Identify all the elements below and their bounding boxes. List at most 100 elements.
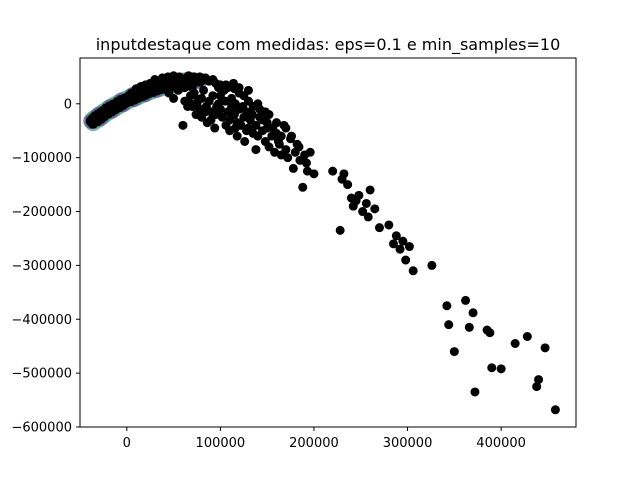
noise-point xyxy=(240,136,250,146)
noise-point xyxy=(210,123,220,133)
noise-point xyxy=(398,236,408,246)
noise-point xyxy=(496,364,506,374)
y-tick-label: −600000 xyxy=(11,421,72,436)
noise-point xyxy=(534,375,544,385)
noise-point xyxy=(389,239,399,249)
noise-point xyxy=(174,72,184,82)
noise-point xyxy=(408,266,418,276)
noise-point xyxy=(281,145,291,155)
y-axis: 0 −100000 −200000 −300000 −400000 −500000 −600… xyxy=(11,97,80,436)
noise-point xyxy=(260,107,270,117)
noise-point xyxy=(251,120,261,130)
x-tick-label: 0 xyxy=(123,436,131,451)
noise-point xyxy=(234,83,244,93)
x-tick-label: 400000 xyxy=(476,436,526,451)
y-tick-label: −200000 xyxy=(11,205,72,220)
noise-point xyxy=(449,347,459,357)
noise-point xyxy=(532,382,542,392)
x-tick-label: 200000 xyxy=(289,436,339,451)
noise-point xyxy=(444,320,454,330)
noise-point xyxy=(522,332,532,342)
noise-point xyxy=(328,166,338,176)
noise-point xyxy=(287,131,297,141)
noise-point xyxy=(461,295,471,305)
noise-point xyxy=(550,405,560,415)
noise-point xyxy=(193,94,203,104)
noise-point xyxy=(354,190,364,200)
noise-point xyxy=(361,198,371,208)
noise-point xyxy=(199,85,209,95)
noise-point xyxy=(202,118,212,128)
noise-point xyxy=(301,158,311,168)
y-tick-label: −400000 xyxy=(11,313,72,328)
noise-point xyxy=(305,147,315,157)
noise-point xyxy=(180,83,190,93)
plot-frame xyxy=(79,57,577,428)
noise-point xyxy=(243,85,253,95)
noise-point xyxy=(358,207,368,217)
noise-point xyxy=(404,242,414,252)
noise-point xyxy=(485,328,495,338)
noise-point xyxy=(339,169,349,179)
y-tick-label: −100000 xyxy=(11,151,72,166)
noise-point xyxy=(217,112,227,122)
noise-point xyxy=(374,223,384,233)
noise-point xyxy=(540,343,550,353)
noise-point xyxy=(464,322,474,332)
noise-point xyxy=(343,180,353,190)
x-tick-label: 300000 xyxy=(383,436,433,451)
noise-point xyxy=(200,73,210,83)
noise-point xyxy=(487,363,497,373)
noise-point xyxy=(187,101,197,111)
noise-point xyxy=(384,220,394,230)
noise-point xyxy=(247,110,257,120)
noise-point xyxy=(401,255,411,265)
noise-point xyxy=(214,83,224,93)
noise-point xyxy=(242,126,252,136)
noise-point xyxy=(208,75,218,85)
noise-point xyxy=(150,75,160,85)
noise-point xyxy=(238,101,248,111)
y-tick-label: −500000 xyxy=(11,367,72,382)
noise-point xyxy=(283,153,293,163)
noise-point xyxy=(208,91,218,101)
noise-point xyxy=(370,204,380,214)
noise-point xyxy=(230,99,240,109)
noise-point xyxy=(363,212,373,222)
noise-point xyxy=(510,339,520,349)
data-marks xyxy=(83,71,560,415)
noise-point xyxy=(442,301,452,311)
y-tick-label: −300000 xyxy=(11,259,72,274)
noise-point xyxy=(264,142,274,152)
noise-point xyxy=(288,163,298,173)
noise-point xyxy=(232,131,242,141)
noise-point xyxy=(298,182,308,192)
noise-point xyxy=(335,225,345,235)
y-tick-label: 0 xyxy=(64,97,72,112)
noise-point xyxy=(262,118,272,128)
noise-point xyxy=(212,101,222,111)
noise-point xyxy=(268,123,278,133)
chart-title: inputdestaque com medidas: eps=0.1 e min… xyxy=(96,35,561,55)
noise-point xyxy=(309,169,319,179)
noise-point xyxy=(251,145,261,155)
noise-point xyxy=(391,231,401,241)
noise-point xyxy=(221,120,231,130)
noise-point xyxy=(200,107,210,117)
noise-point xyxy=(178,120,188,130)
x-tick-label: 100000 xyxy=(196,436,246,451)
noise-point xyxy=(470,387,480,397)
noise-point xyxy=(221,80,231,90)
noise-point xyxy=(273,136,283,146)
x-axis: 0 100000 200000 300000 400000 xyxy=(123,427,526,451)
plot-area xyxy=(83,71,560,415)
noise-point xyxy=(230,123,240,133)
noise-point xyxy=(253,99,263,109)
noise-point xyxy=(427,260,437,270)
noise-point xyxy=(468,308,478,318)
noise-point xyxy=(169,93,179,103)
noise-point xyxy=(395,244,405,254)
noise-point xyxy=(294,142,304,152)
